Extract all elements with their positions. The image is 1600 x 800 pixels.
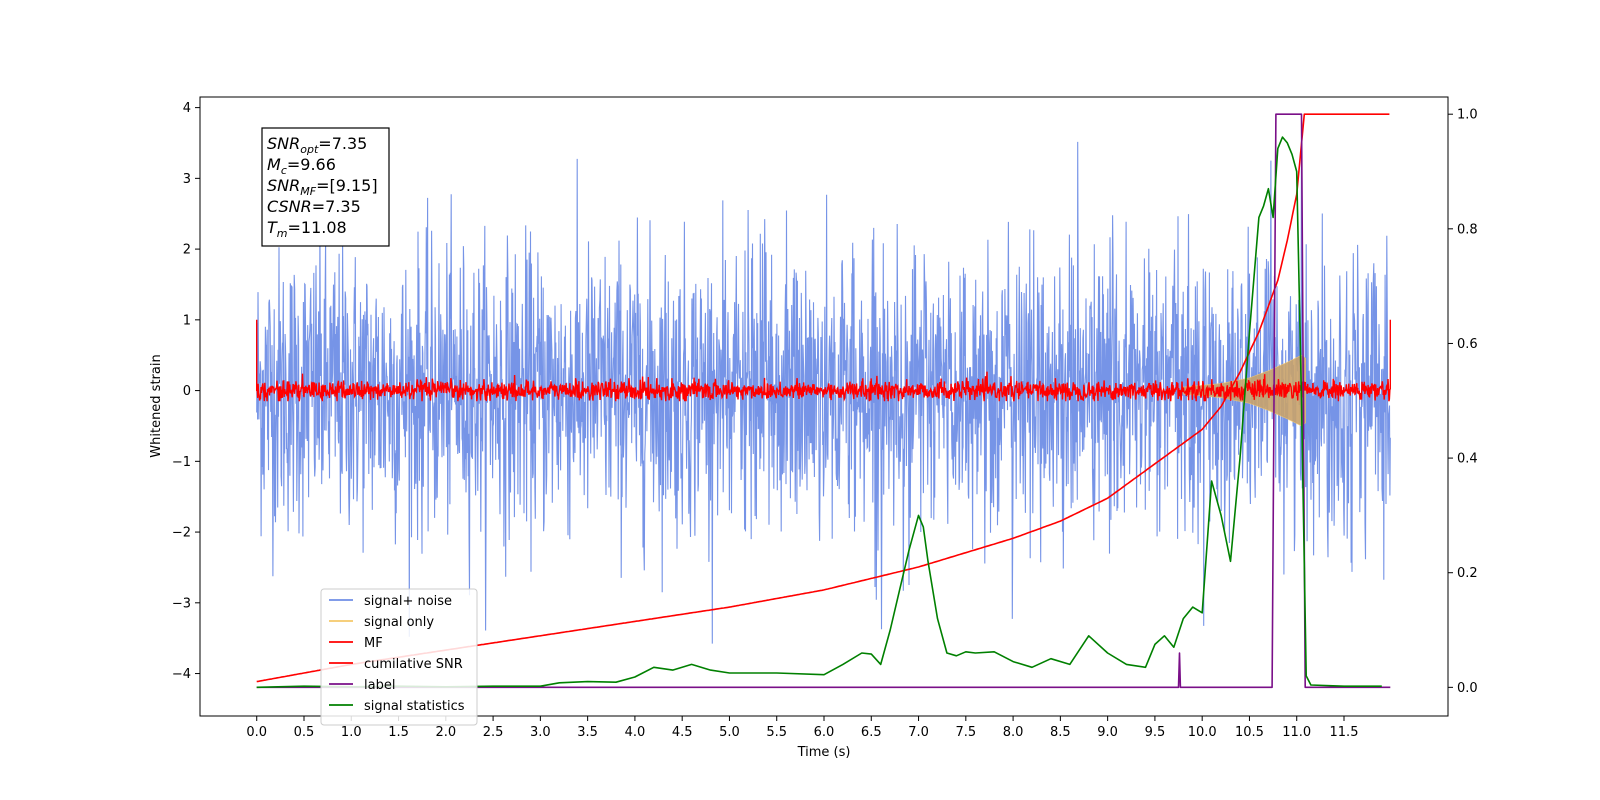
x-tick-label: 2.0: [435, 725, 456, 740]
x-tick-label: 6.0: [814, 725, 835, 740]
x-tick-label: 8.0: [1003, 725, 1024, 740]
x-tick-label: 4.0: [625, 725, 646, 740]
x-tick-label: 11.5: [1330, 725, 1359, 740]
x-tick-label: 7.0: [908, 725, 929, 740]
legend-label-cumilative-snr: cumilative SNR: [364, 657, 463, 672]
x-tick-label: 9.5: [1145, 725, 1166, 740]
legend-label-signal-only: signal only: [364, 615, 434, 630]
x-tick-label: 0.0: [246, 725, 267, 740]
y2-tick-label: 0.4: [1457, 452, 1478, 467]
x-tick-label: 1.0: [341, 725, 362, 740]
x-tick-label: 9.0: [1097, 725, 1118, 740]
y2-tick-label: 0.0: [1457, 681, 1478, 696]
legend-label-label: label: [364, 678, 395, 693]
y-tick-label: −4: [172, 667, 191, 682]
annotation-line: SNRopt=7.35: [267, 134, 367, 156]
legend-label-signal-statistics: signal statistics: [364, 699, 465, 714]
annotation-line: Mc=9.66: [267, 155, 336, 177]
y-axis-right: 0.0 0.2 0.4 0.6 0.8 1.0: [1448, 108, 1478, 696]
annotation-line: SNRMF=[9.15]: [267, 176, 378, 198]
series-signal-noise: [256, 141, 1391, 644]
annotation-line: Tm=11.08: [267, 218, 347, 240]
y2-tick-label: 0.6: [1457, 337, 1478, 352]
x-tick-label: 3.5: [577, 725, 598, 740]
x-tick-label: 5.5: [766, 725, 787, 740]
x-tick-label: 4.5: [672, 725, 693, 740]
x-tick-label: 8.5: [1050, 725, 1071, 740]
legend-label-mf: MF: [364, 636, 383, 651]
series-mf: [256, 319, 1391, 402]
y-tick-label: −2: [172, 526, 191, 541]
x-tick-label: 6.5: [861, 725, 882, 740]
x-axis: 0.0 0.5 1.0 1.5 2.0 2.5 3.0 3.5 4.0 4.5 5.0 5.5 6.0 6…: [246, 716, 1358, 740]
y-axis-label: Whitened strain: [149, 354, 164, 457]
x-tick-label: 10.5: [1235, 725, 1264, 740]
y2-tick-label: 0.8: [1457, 222, 1478, 237]
x-tick-label: 11.0: [1282, 725, 1311, 740]
x-axis-label: Time (s): [797, 745, 851, 760]
series-signal-statistics: [256, 136, 1382, 689]
x-tick-label: 0.5: [294, 725, 315, 740]
x-tick-label: 2.5: [483, 725, 504, 740]
y-tick-label: 4: [183, 101, 191, 116]
series-label: [256, 113, 1391, 689]
y2-tick-label: 1.0: [1457, 108, 1478, 123]
y2-tick-label: 0.2: [1457, 566, 1478, 581]
x-tick-label: 10.0: [1188, 725, 1217, 740]
legend-label-signal-noise: signal+ noise: [364, 594, 452, 609]
y-axis-left: −4 −3 −2 −1 0 1 2 3 4: [172, 101, 200, 682]
x-tick-label: 3.0: [530, 725, 551, 740]
y-tick-label: −3: [172, 596, 191, 611]
x-tick-label: 5.0: [719, 725, 740, 740]
x-tick-label: 1.5: [388, 725, 409, 740]
y-tick-label: 1: [183, 313, 191, 328]
legend: signal+ noise signal only MF cumilative SNR…: [320, 588, 478, 726]
annotation-line: CSNR=7.35: [267, 197, 361, 216]
y-tick-label: −1: [172, 455, 191, 470]
x-tick-label: 7.5: [955, 725, 976, 740]
y-tick-label: 2: [183, 243, 191, 258]
y-tick-label: 0: [183, 384, 191, 399]
legend-frame: [320, 588, 478, 726]
y-tick-label: 3: [183, 172, 191, 187]
annotation-frame: [261, 127, 390, 247]
